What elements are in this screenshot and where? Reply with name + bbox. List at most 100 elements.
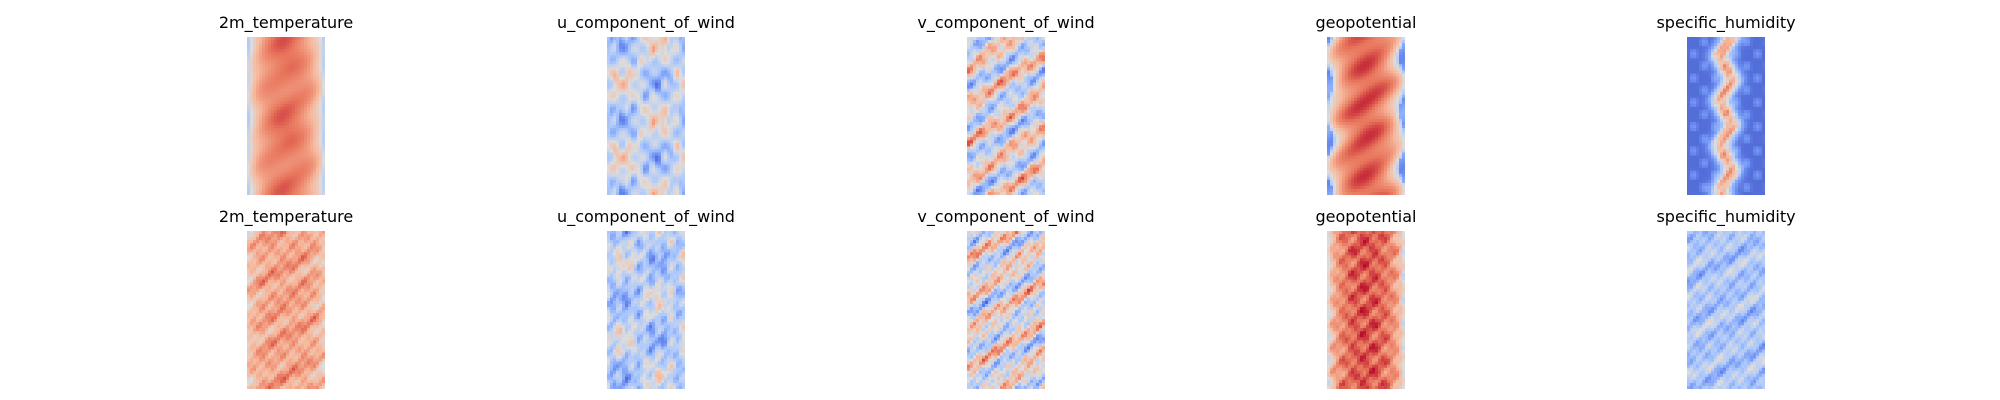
heatmap-cell [1369,106,1373,111]
heatmap-cell [982,103,986,108]
heatmap-cell [622,128,626,132]
heatmap-cell [253,167,257,172]
heatmap-cell [292,37,296,41]
heatmap-cell [298,134,302,138]
heatmap-cell [679,97,683,102]
heatmap-cell [643,49,647,53]
heatmap-cell [1042,179,1045,184]
heatmap-cell [1039,85,1043,90]
heatmap-cell [1327,94,1331,99]
heatmap-cell [994,103,998,108]
heatmap-cell [676,182,680,187]
heatmap-cell [610,176,614,181]
heatmap-cell [643,85,647,90]
heatmap-cell [619,119,623,123]
heatmap-cell [1393,40,1397,44]
heatmap-cell [316,46,320,50]
heatmap-cell [247,179,251,184]
heatmap-cell [625,146,629,151]
heatmap-cell [967,119,971,123]
heatmap-cell [295,58,299,62]
heatmap-cell [1378,106,1382,111]
heatmap-cell [658,106,662,111]
heatmap-cell [664,55,668,59]
heatmap-cell [1363,79,1367,84]
heatmap-cell [1330,43,1334,47]
heatmap-cell [979,79,983,84]
heatmap-cell [682,164,685,169]
heatmap-cell [634,76,638,81]
heatmap-cell [304,182,308,187]
heatmap-cell [628,97,632,102]
heatmap-cell [643,128,647,132]
heatmap-cell [652,134,656,138]
heatmap-cell [304,109,308,114]
heatmap-cell [1030,122,1034,126]
heatmap-cell [292,109,296,114]
heatmap-cell [1006,40,1010,44]
heatmap-cell [661,103,665,108]
heatmap-cell [322,61,325,65]
heatmap-cell [271,91,275,96]
heatmap-cell [607,70,611,75]
heatmap-cell [1345,49,1349,53]
heatmap-cell [634,58,638,62]
heatmap-cell [625,164,629,169]
heatmap-cell [991,119,995,123]
heatmap-cell [652,49,656,53]
heatmap-cell [307,76,311,81]
heatmap-cell [283,164,287,169]
heatmap-cell [1012,82,1016,87]
heatmap-cell [1030,173,1034,178]
heatmap-cell [277,100,281,105]
heatmap-cell [973,61,977,65]
heatmap-cell [634,43,638,47]
heatmap-cell [1000,97,1004,102]
heatmap-cell [1000,58,1004,62]
heatmap-cell [976,182,980,187]
heatmap-cell [1402,137,1405,141]
heatmap-cell [625,128,629,132]
heatmap-cell [634,137,638,141]
heatmap-cell [262,100,266,105]
heatmap-cell [313,188,317,193]
heatmap-cell [277,125,281,129]
heatmap-cell [970,82,974,87]
heatmap-cell [247,140,251,144]
heatmap-cell [1327,109,1331,114]
heatmap-cell [988,158,992,163]
heatmap-cell [985,176,989,181]
heatmap-cell [247,137,251,141]
heatmap-cell [1333,88,1337,93]
heatmap-cell [967,112,971,117]
heatmap-cell [274,103,278,108]
heatmap-cell [1339,106,1343,111]
heatmap-cell [322,146,325,151]
heatmap-cell [622,158,626,163]
heatmap-cell [1336,91,1340,96]
heatmap-cell [976,52,980,56]
heatmap-cell [1402,109,1405,114]
heatmap-cell [1330,125,1334,129]
heatmap-cell [298,70,302,75]
heatmap-cell [259,146,263,151]
heatmap-cell [259,109,263,114]
heatmap-cell [1357,49,1361,53]
heatmap-cell [292,97,296,102]
heatmap-cell [973,179,977,184]
heatmap-cell [310,100,314,105]
heatmap-cell [1003,125,1007,129]
heatmap-cell [682,149,685,154]
heatmap-cell [307,55,311,59]
heatmap-cell [982,191,986,195]
heatmap-cell [1003,64,1007,68]
heatmap-cell [967,143,971,147]
heatmap-cell [271,185,275,190]
heatmap-cell [1018,122,1022,126]
heatmap-cell [274,134,278,138]
heatmap-cell [676,61,680,65]
heatmap-cell [625,37,629,41]
heatmap-cell [637,146,641,151]
heatmap-cell [631,179,635,184]
heatmap-cell [310,182,314,187]
